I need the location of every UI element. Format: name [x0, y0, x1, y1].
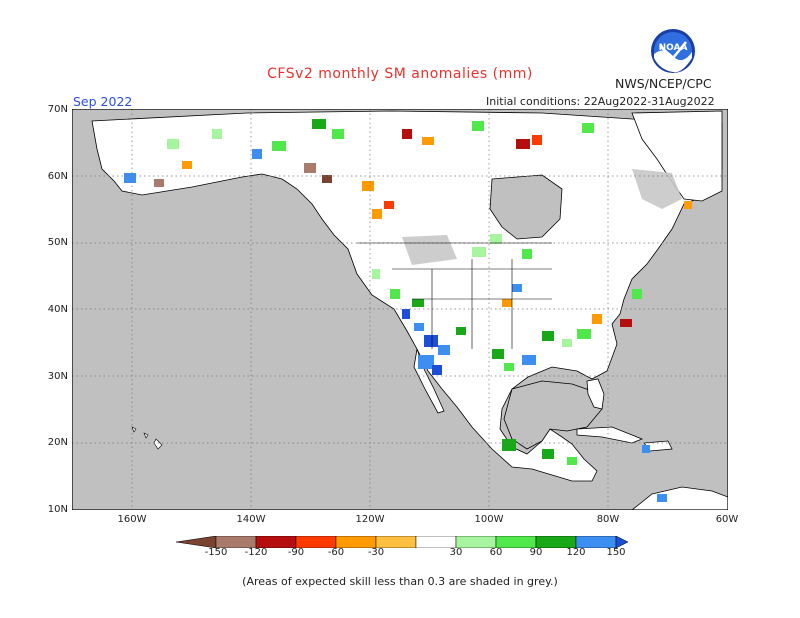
colorbar-label: 60: [489, 547, 503, 558]
anomaly-map: [72, 109, 728, 510]
agency-label: NWS/NCEP/CPC: [615, 76, 712, 91]
lon-label-140w: 140W: [236, 514, 266, 525]
land-cuba: [576, 426, 644, 444]
state-borders: [357, 242, 552, 349]
colorbar-label: 150: [606, 547, 626, 558]
land-greenland: [631, 110, 723, 202]
lat-label-20n: 20N: [47, 437, 68, 448]
forecast-month: Sep 2022: [73, 94, 133, 109]
colorbar-label: 90: [529, 547, 543, 558]
anomaly-patches: [124, 119, 692, 502]
lat-label-60n: 60N: [47, 171, 68, 182]
lat-label-50n: 50N: [47, 237, 68, 248]
colorbar-label: -120: [244, 547, 268, 558]
lat-label-30n: 30N: [47, 371, 68, 382]
logo-text: NOAA: [659, 43, 688, 53]
skill-mask-grey: [402, 169, 682, 265]
colorbar-label: 30: [449, 547, 463, 558]
noaa-logo-icon: NOAA: [651, 29, 695, 73]
land-hawaii: [131, 426, 163, 450]
lat-label-70n: 70N: [47, 104, 68, 115]
colorbar: [176, 536, 628, 548]
hudson-bay: [489, 174, 563, 240]
colorbar-label: -60: [327, 547, 345, 558]
skill-footnote: (Areas of expected skill less than 0.3 a…: [242, 575, 558, 588]
lat-label-10n: 10N: [47, 504, 68, 515]
lon-label-120w: 120W: [355, 514, 385, 525]
land-north-america: [91, 110, 723, 482]
graticule: [72, 109, 728, 510]
colorbar-label: 120: [566, 547, 586, 558]
colorbar-label: -30: [367, 547, 385, 558]
chart-title: CFSv2 monthly SM anomalies (mm): [267, 66, 533, 82]
lat-label-40n: 40N: [47, 304, 68, 315]
lon-label-60w: 60W: [715, 514, 739, 525]
land-florida: [586, 378, 605, 410]
colorbar-label: -150: [204, 547, 228, 558]
lon-label-80w: 80W: [596, 514, 620, 525]
lon-label-160w: 160W: [117, 514, 147, 525]
initial-conditions: Initial conditions: 22Aug2022-31Aug2022: [486, 95, 715, 108]
colorbar-right-arrow: [615, 536, 628, 548]
colorbar-label: -90: [287, 547, 305, 558]
land-south-america: [631, 486, 728, 510]
lon-label-100w: 100W: [474, 514, 504, 525]
